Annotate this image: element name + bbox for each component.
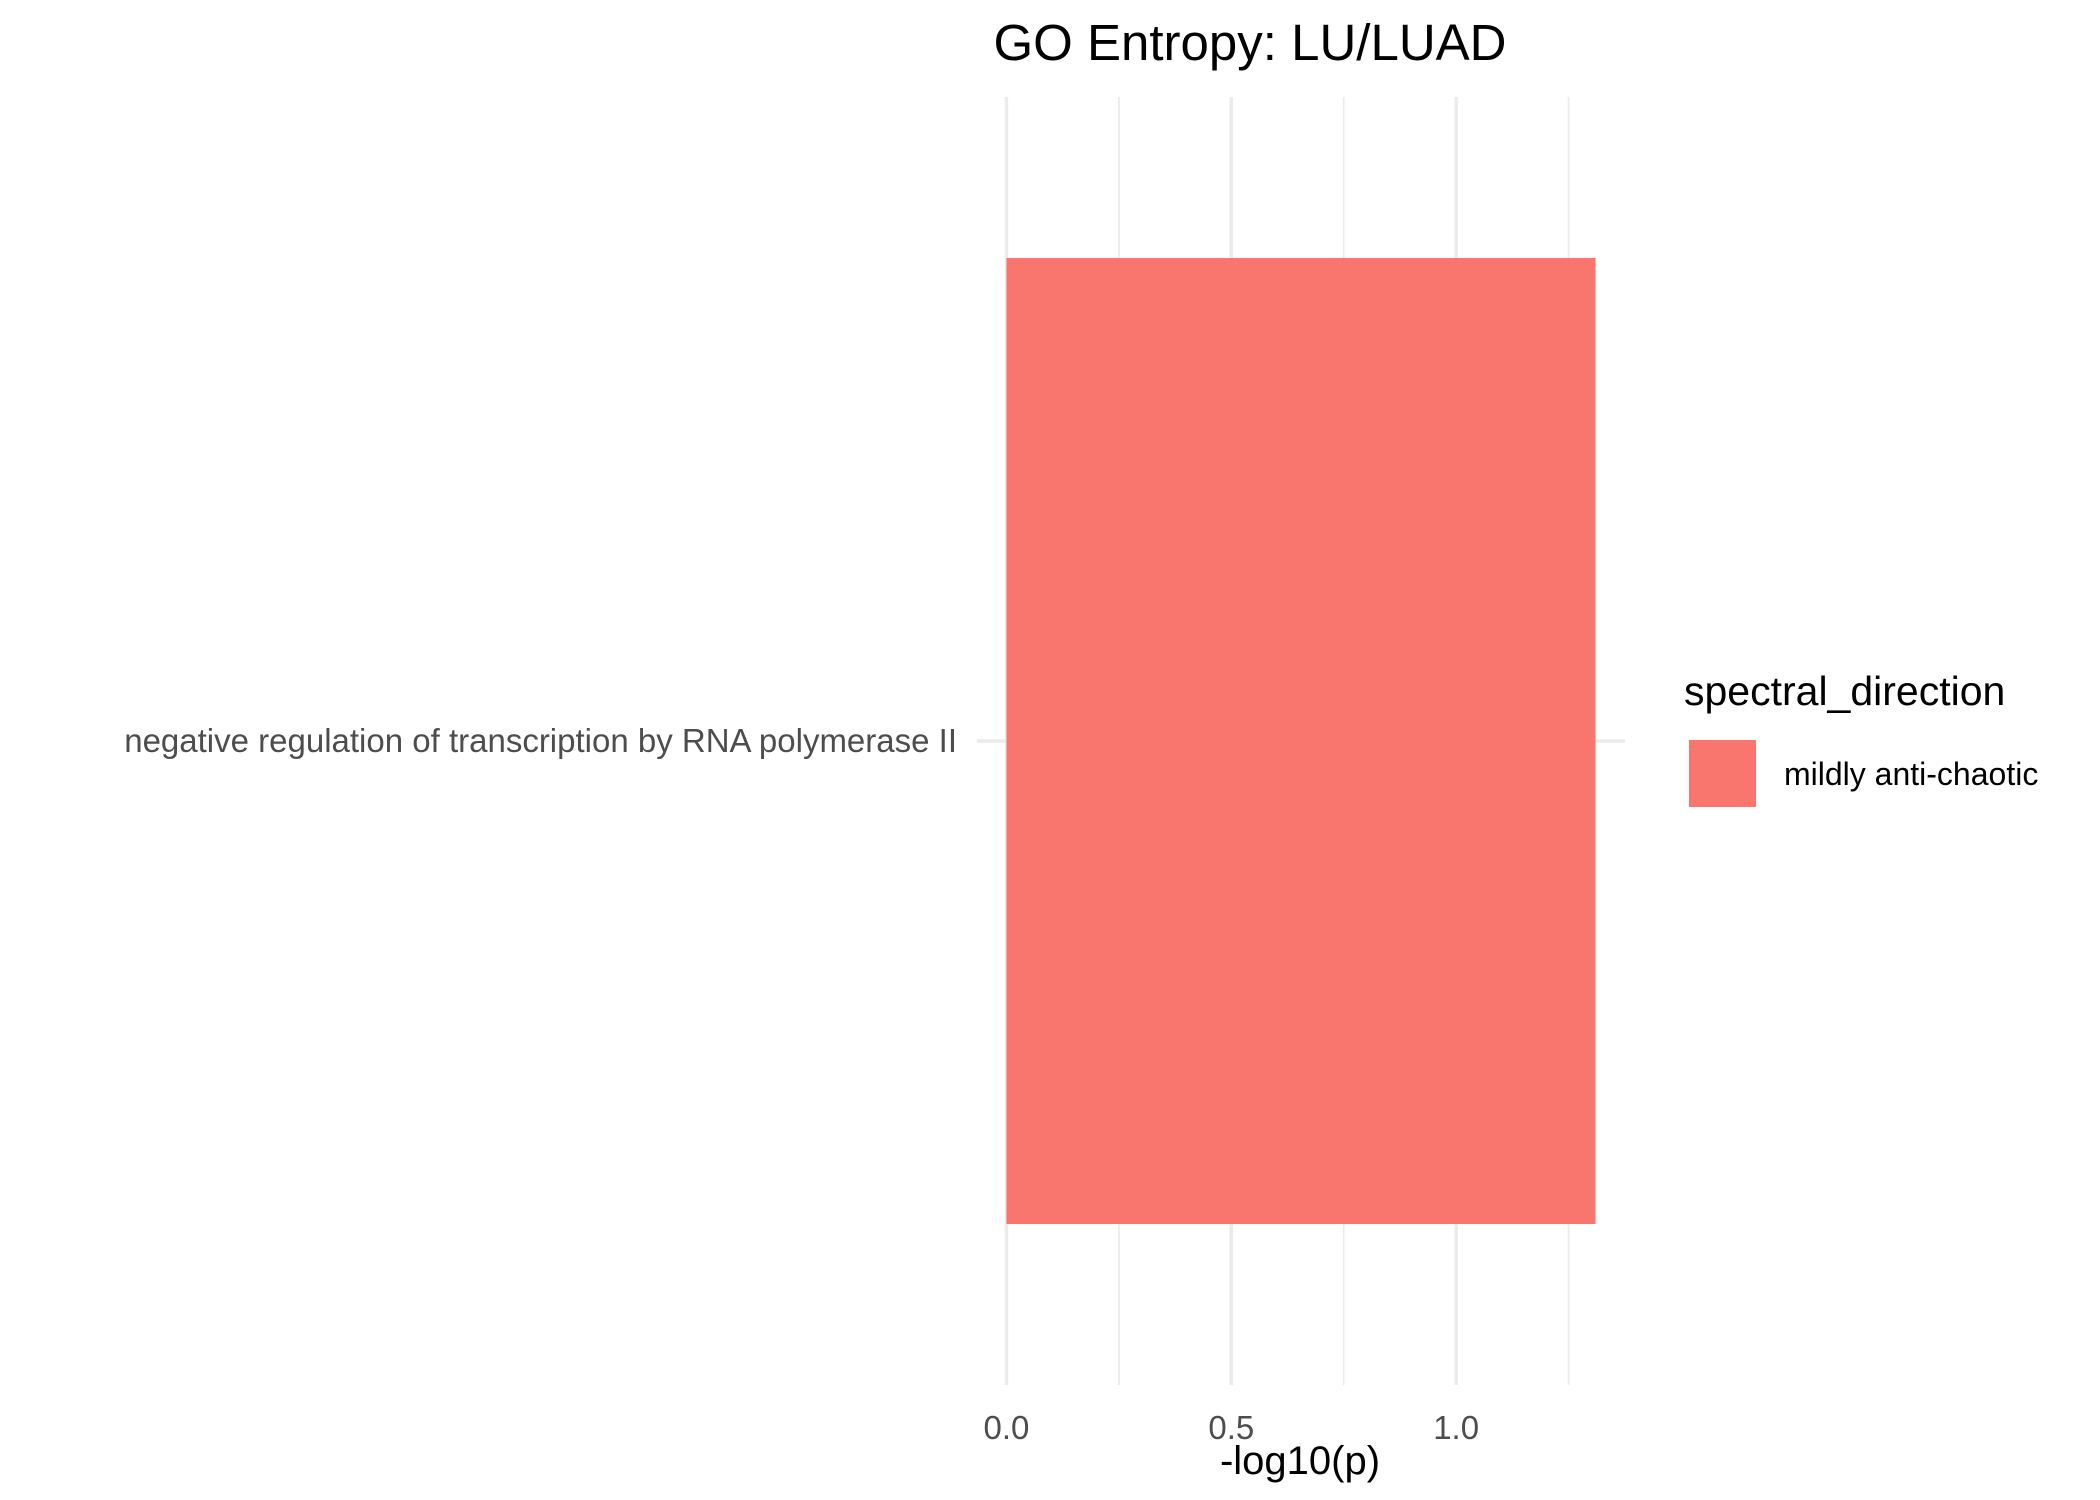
y-tick-label-0: negative regulation of transcription by …	[124, 722, 957, 759]
x-axis-title: -log10(p)	[1220, 1439, 1380, 1483]
bar-0-0	[1006, 258, 1596, 1224]
legend-key-mildly-anti-chaotic	[1689, 740, 1756, 807]
axes: 0.0 0.5 1.0 negative regulation of transcri…	[124, 722, 1479, 1446]
x-tick-label-1: 0.5	[1208, 1409, 1254, 1446]
bars	[1006, 258, 1596, 1224]
x-tick-label-0: 0.0	[984, 1409, 1030, 1446]
chart-title: GO Entropy: LU/LUAD	[993, 14, 1506, 71]
legend-label-mildly-anti-chaotic: mildly anti-chaotic	[1784, 756, 2038, 792]
legend: spectral_direction mildly anti-chaotic	[1684, 668, 2038, 807]
legend-title: spectral_direction	[1684, 668, 2005, 714]
x-tick-label-2: 1.0	[1433, 1409, 1479, 1446]
